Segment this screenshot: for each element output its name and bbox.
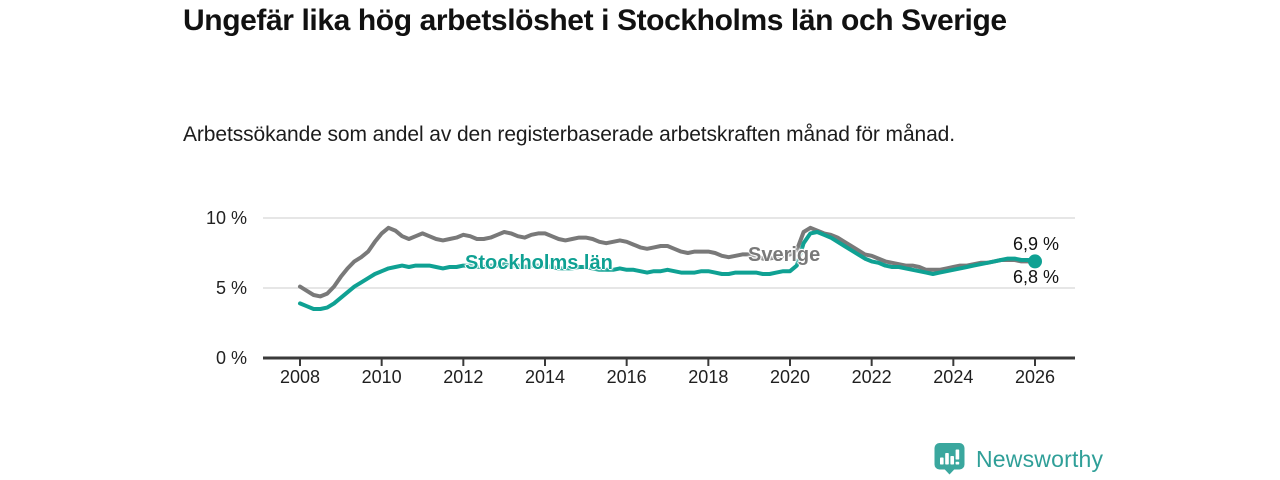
series-line-sverige <box>298 225 1037 299</box>
x-tick-label-2024: 2024 <box>933 367 973 387</box>
x-tick-label-2016: 2016 <box>607 367 647 387</box>
brand-wordmark: Newsworthy <box>976 445 1104 472</box>
x-tick-label-2014: 2014 <box>525 367 565 387</box>
end-value-label-sverige: 6,8 % <box>1013 267 1060 287</box>
x-tick-label-2008: 2008 <box>280 367 320 387</box>
line-chart-area: 2008 2010 2012 2014 2016 2018 2020 2022 2024 2026… <box>180 200 1100 412</box>
newsworthy-logo-icon <box>934 442 965 474</box>
x-tick-label-2012: 2012 <box>443 367 483 387</box>
page-title: Ungefär lika hög arbetslöshet i Stockhol… <box>183 4 1007 37</box>
y-axis-label-10: 10 % <box>205 208 247 228</box>
chart-subtitle: Arbetssökande som andel av den registerb… <box>183 123 955 146</box>
series-label-sverige: Sverige <box>748 244 821 266</box>
x-tick-label-2018: 2018 <box>688 367 728 387</box>
x-tick-label-2010: 2010 <box>362 367 402 387</box>
series-line-stockholms-l-n <box>298 230 1037 311</box>
end-value-label-stockholms-lan: 6,9 % <box>1013 234 1060 254</box>
newsworthy-brand: Newsworthy <box>933 441 1103 477</box>
series-end-dot-stockholms-l-n <box>1028 254 1042 269</box>
series-label-stockholms-lan: Stockholms län <box>465 252 613 274</box>
x-tick-label-2026: 2026 <box>1015 367 1055 387</box>
y-axis-label-0: 0 % <box>215 348 247 368</box>
x-tick-label-2020: 2020 <box>770 367 810 387</box>
line-chart-svg: 2008 2010 2012 2014 2016 2018 2020 2022 2024 2026 <box>263 217 1075 387</box>
y-axis-label-5: 5 % <box>215 278 247 298</box>
x-tick-label-2022: 2022 <box>852 367 892 387</box>
